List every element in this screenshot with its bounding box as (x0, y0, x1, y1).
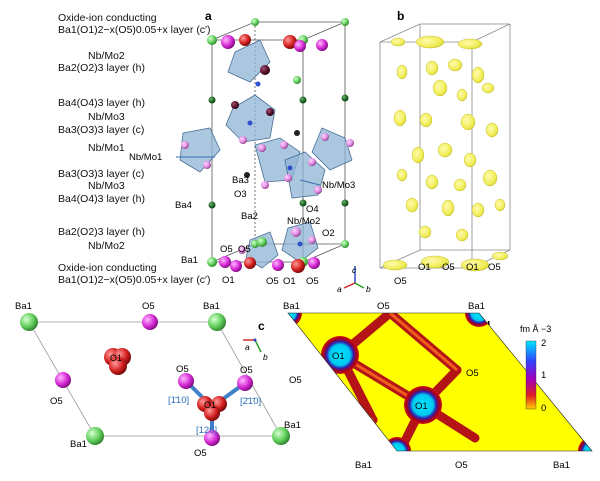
panel-d: d (283, 301, 593, 471)
label-o5-c: O5 (266, 276, 279, 287)
b-label-o5-b: O5 (442, 262, 455, 273)
d-label-o5-bot: O5 (455, 460, 468, 471)
layer-oxide-top: Oxide-ion conducting (58, 12, 157, 24)
panel-b-letter: b (397, 9, 404, 23)
layer-nbmo1: Nb/Mo1 (88, 142, 125, 154)
layer-nbmo3-top: Nb/Mo3 (88, 111, 125, 123)
layer-nbmo2-bot: Nb/Mo2 (88, 240, 125, 252)
c-axis-a: a (245, 342, 250, 352)
d-label-o5-top: O5 (377, 301, 390, 312)
label-ba2: Ba2 (241, 211, 258, 222)
c-axis-b: b (263, 352, 268, 362)
dir-110: [1̄10] (168, 395, 189, 406)
label-nbmo1: Nb/Mo1 (129, 152, 162, 163)
layer-ba2-top: Ba2(O2)3 layer (h) (58, 62, 145, 74)
c-label-o5-bot: O5 (194, 448, 207, 459)
d-label-ba1-br: Ba1 (553, 460, 570, 471)
b-label-o5-c: O5 (488, 262, 501, 273)
d-label-ba1-tl: Ba1 (283, 301, 300, 312)
layer-ba1-bot: Ba1(O1)2−x(O5)0.05+x layer (c′) (58, 274, 211, 286)
c-label-o5-right: O5 (240, 365, 253, 376)
b-label-o1-b: O1 (466, 262, 479, 273)
c-label-o5-left: O5 (50, 396, 63, 407)
axes-triad-a: c a b (337, 265, 371, 294)
panel-b: b (379, 9, 511, 287)
colorbar: fm Å −3 2 1 0 (520, 324, 551, 414)
colorbar-mid: 1 (541, 370, 546, 381)
label-o2: O2 (322, 228, 335, 239)
axes-triad-c: a b (243, 338, 268, 362)
label-nbmo2: Nb/Mo2 (287, 216, 320, 227)
panel-a-letter: a (205, 9, 212, 23)
label-o1-b: O1 (283, 276, 296, 287)
colorbar-max: 2 (541, 338, 546, 349)
layer-ba3-top: Ba3(O3)3 layer (c) (58, 124, 145, 136)
d-label-ba1-bl: Ba1 (355, 460, 372, 471)
dir-210: [2̄1̄0] (240, 396, 261, 407)
axis-a: a (337, 284, 342, 294)
d-label-o1-upper: O1 (332, 351, 345, 362)
c-label-o5-top: O5 (142, 301, 155, 312)
label-ba1: Ba1 (181, 255, 198, 266)
nbmo3-pointer (299, 179, 321, 186)
panel-a: a (129, 9, 371, 294)
panel-c: c Ba1 O5 Ba1 O1 O5 (15, 301, 301, 459)
cell-outline-d (287, 312, 593, 452)
label-o5-b: O5 (238, 244, 251, 255)
c-label-o1-left: O1 (110, 353, 122, 363)
layer-ba2-bot: Ba2(O2)3 layer (h) (58, 226, 145, 238)
d-label-o5-right: O5 (466, 368, 479, 379)
c-label-ba1-bl: Ba1 (70, 439, 87, 450)
b-label-o5-a: O5 (394, 276, 407, 287)
colorbar-unit: fm Å −3 (520, 324, 551, 334)
c-label-ba1-br: Ba1 (284, 420, 301, 431)
dir-120: [120] (196, 425, 217, 436)
label-ba4: Ba4 (175, 200, 192, 211)
label-o5-d: O5 (306, 276, 319, 287)
c-label-o1-center: O1 (204, 400, 216, 410)
axis-b: b (366, 284, 371, 294)
layer-oxide-bot: Oxide-ion conducting (58, 262, 157, 274)
layer-ba4-top: Ba4(O4)3 layer (h) (58, 97, 145, 109)
label-nbmo3: Nb/Mo3 (322, 180, 355, 191)
panel-c-letter: c (258, 319, 265, 333)
ba-atoms-a (207, 18, 349, 267)
c-label-o5-mid: O5 (176, 364, 189, 375)
d-label-ba1-tr: Ba1 (468, 301, 485, 312)
colorbar-min: 0 (541, 403, 546, 414)
axis-c: c (352, 265, 357, 275)
label-o5-a: O5 (220, 244, 233, 255)
c-label-ba1-tl: Ba1 (15, 301, 32, 312)
layer-ba4-bot: Ba4(O4)3 layer (h) (58, 193, 145, 205)
b-label-o1-a: O1 (418, 262, 431, 273)
isosurface-blobs (382, 35, 509, 272)
d-label-o1-lower: O1 (415, 401, 428, 412)
layer-ba3-bot: Ba3(O3)3 layer (c) (58, 168, 145, 180)
layer-nbmo2-top: Nb/Mo2 (88, 50, 125, 62)
label-o1-a: O1 (222, 275, 235, 286)
d-label-o5-left: O5 (289, 375, 302, 386)
oxygen-atoms-a (181, 34, 354, 273)
c-label-ba1-tr: Ba1 (203, 301, 220, 312)
layer-ba1-top: Ba1(O1)2−x(O5)0.05+x layer (c′) (58, 24, 211, 36)
label-o4: O4 (306, 204, 319, 215)
layer-nbmo3-bot: Nb/Mo3 (88, 180, 125, 192)
label-o3: O3 (234, 189, 247, 200)
label-ba3: Ba3 (232, 175, 249, 186)
atoms-c (20, 313, 290, 446)
